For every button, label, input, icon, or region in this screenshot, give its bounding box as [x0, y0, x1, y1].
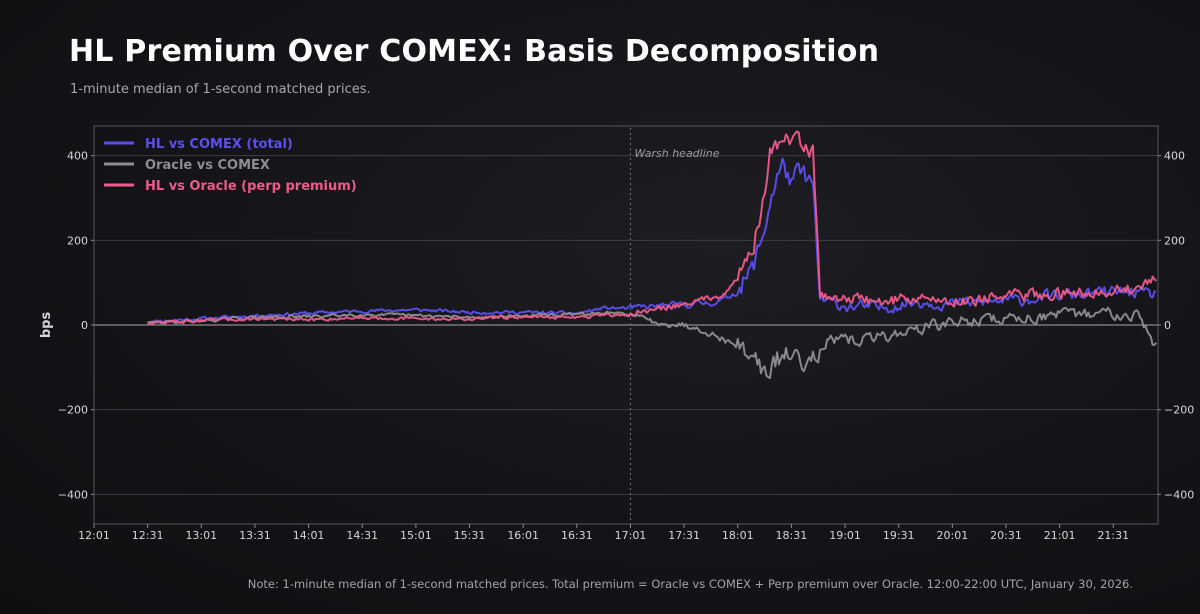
legend: HL vs COMEX (total) Oracle vs COMEX HL vs …	[104, 137, 357, 194]
y-tick-label-left: 200	[67, 234, 88, 247]
y-tick-label-right: 400	[1164, 150, 1185, 163]
x-tick-label: 21:31	[1097, 529, 1129, 542]
legend-label-total: HL vs COMEX (total)	[145, 137, 293, 152]
legend-label-perp: HL vs Oracle (perp premium)	[145, 179, 357, 194]
y-tick-label-right: 0	[1164, 319, 1171, 332]
x-tick-label: 14:01	[293, 529, 325, 542]
chart-subtitle: 1-minute median of 1-second matched pric…	[70, 82, 371, 97]
x-tick-label: 14:31	[346, 529, 378, 542]
x-tick-label: 16:31	[561, 529, 593, 542]
x-tick-label: 15:01	[400, 529, 432, 542]
axes-layer: −400 −400 −200 −200 0 0 200 200 400 400 12:01 12:31…	[39, 125, 1194, 542]
chart-title: HL Premium Over COMEX: Basis Decompositi…	[69, 34, 880, 69]
chart-note: Note: 1-minute median of 1-second matche…	[247, 577, 1133, 591]
y-axis-label: bps	[39, 312, 54, 339]
y-tick-label-left: 0	[81, 319, 88, 332]
x-tick-label: 18:01	[722, 529, 754, 542]
x-tick-label: 21:01	[1044, 529, 1076, 542]
y-tick-label-left: 400	[67, 150, 88, 163]
y-tick-label-right: −200	[1164, 404, 1194, 417]
x-tick-label: 19:01	[829, 529, 861, 542]
legend-label-oracle: Oracle vs COMEX	[145, 158, 270, 173]
series-line-oracle	[146, 306, 1157, 380]
y-tick-label-right: −400	[1164, 488, 1194, 501]
x-tick-label: 12:31	[132, 529, 164, 542]
y-tick-label-right: 200	[1164, 234, 1185, 247]
y-tick-label-left: −400	[58, 488, 88, 501]
x-tick-label: 18:31	[776, 529, 808, 542]
x-tick-label: 20:01	[937, 529, 969, 542]
y-tick-label-left: −200	[58, 404, 88, 417]
x-tick-label: 13:01	[185, 529, 217, 542]
grid-layer	[94, 128, 1158, 524]
annotation-label: Warsh headline	[634, 147, 719, 160]
series-layer	[146, 130, 1157, 380]
x-tick-label: 19:31	[883, 529, 915, 542]
x-tick-label: 13:31	[239, 529, 271, 542]
x-tick-label: 20:31	[990, 529, 1022, 542]
x-tick-label: 17:01	[615, 529, 647, 542]
x-tick-label: 17:31	[668, 529, 700, 542]
series-line-perp	[147, 130, 1157, 326]
x-tick-label: 15:31	[454, 529, 486, 542]
x-tick-label: 12:01	[78, 529, 110, 542]
x-tick-label: 16:01	[507, 529, 539, 542]
